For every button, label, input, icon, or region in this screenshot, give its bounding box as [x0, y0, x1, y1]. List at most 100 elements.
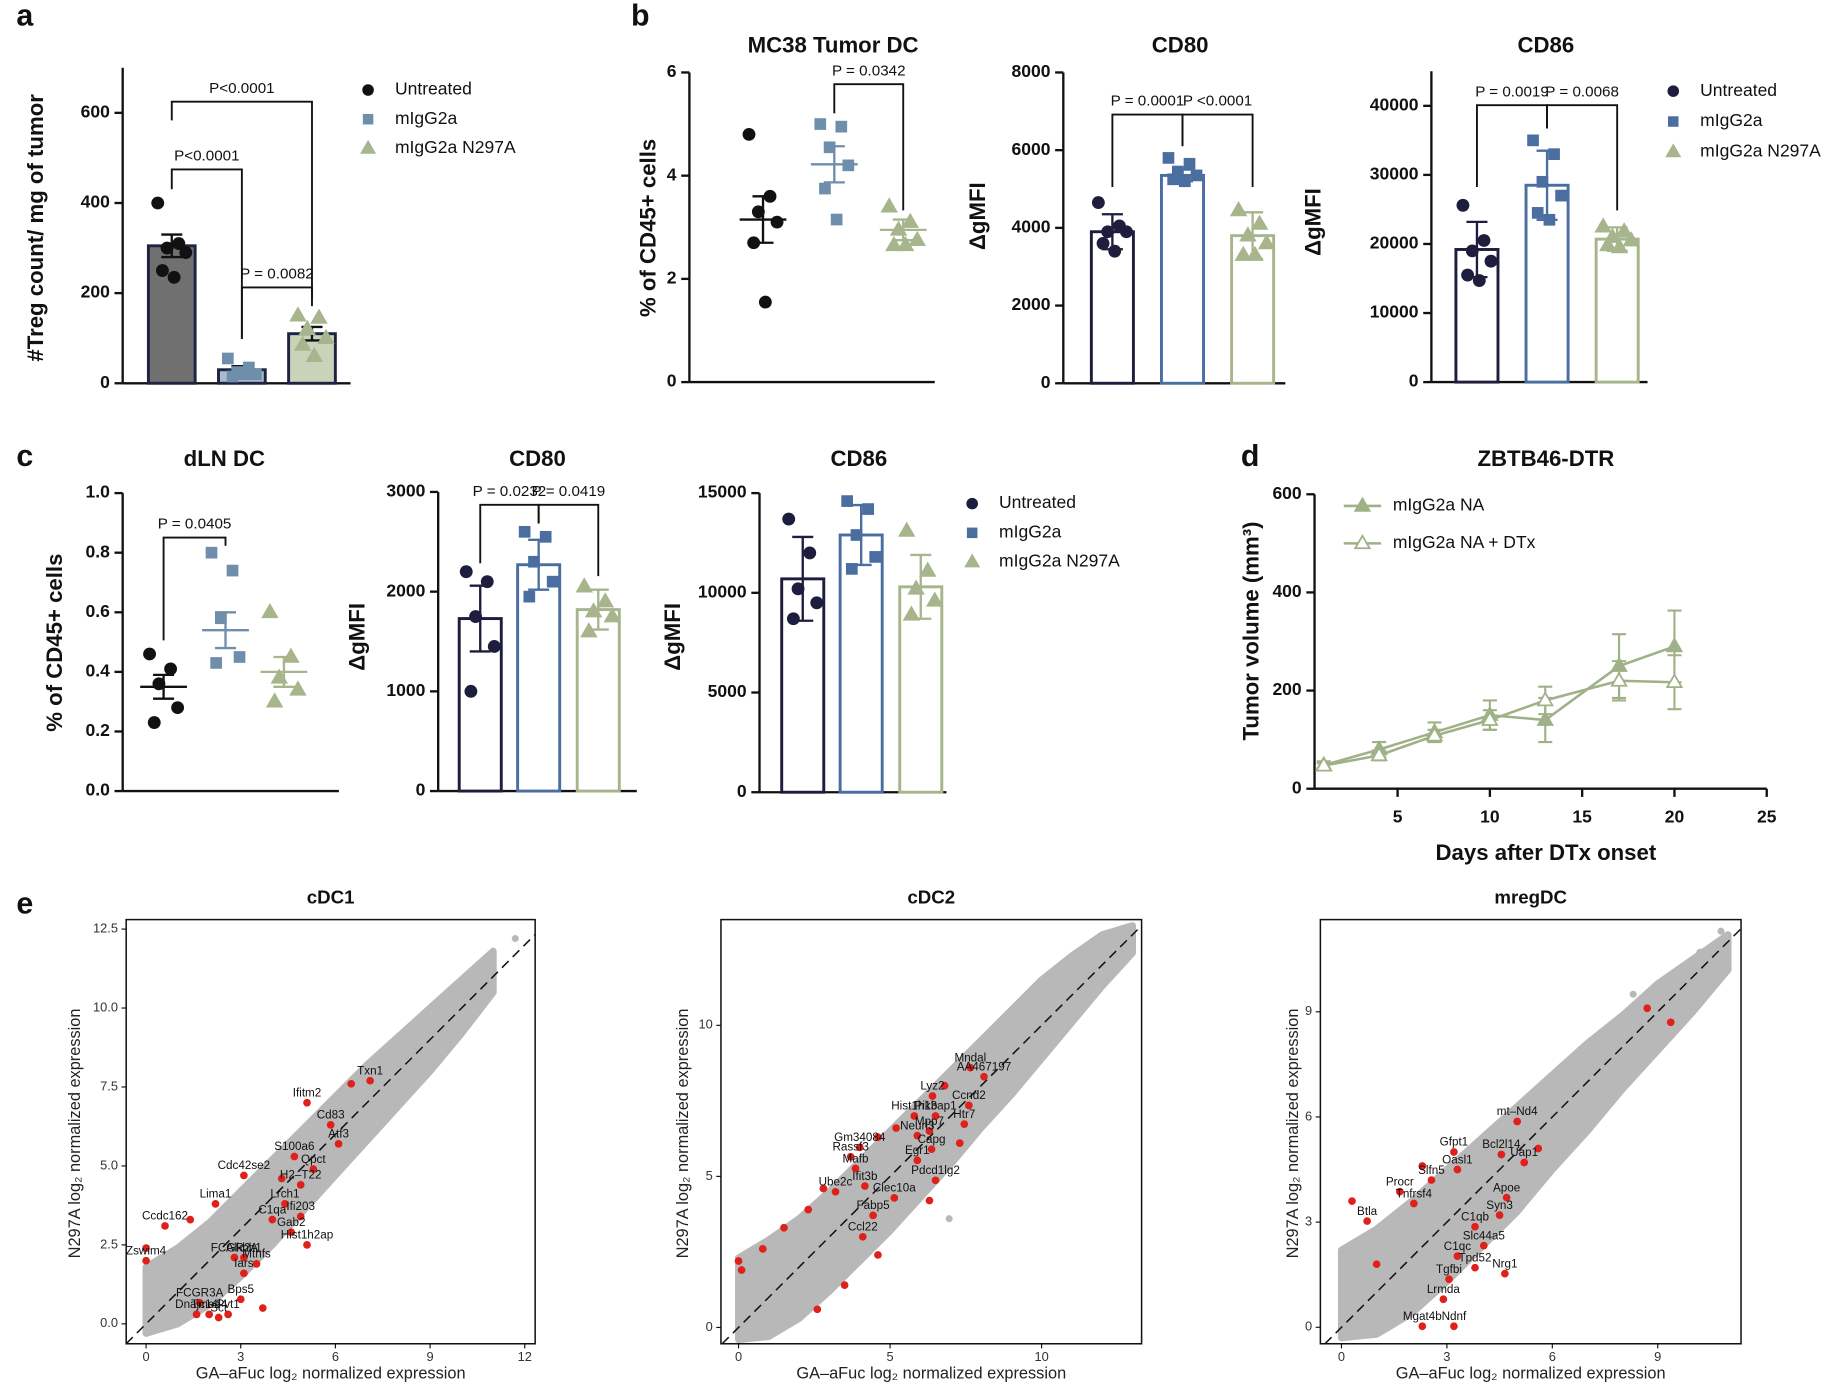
- data-point: [919, 561, 937, 577]
- data-point: [786, 612, 800, 626]
- plot-frame: [720, 918, 1143, 1345]
- gene-label: C1qa: [258, 1203, 286, 1216]
- chart-title: CD86: [1518, 33, 1575, 58]
- bar: [146, 244, 197, 385]
- y-tick-label: 5.0: [100, 1157, 118, 1172]
- data-point: [810, 596, 824, 610]
- data-point: [1461, 268, 1475, 282]
- gene-label: H2–T22: [280, 1169, 322, 1182]
- data-point: [814, 118, 827, 130]
- gene-point-highlight: [1534, 1144, 1543, 1153]
- gene-label: AA467197: [957, 1060, 1012, 1073]
- data-point: [518, 525, 531, 538]
- data-point: [172, 237, 186, 250]
- gene-point-highlight: [980, 1072, 988, 1081]
- data-point: [167, 270, 181, 284]
- x-tick-label: 0: [735, 1349, 742, 1364]
- gene-point-highlight: [846, 1152, 855, 1161]
- p-value: P = 0.0232: [473, 483, 547, 500]
- gene-point-highlight: [1348, 1197, 1356, 1205]
- gene-point-highlight: [1439, 1295, 1448, 1304]
- legend-marker: [966, 527, 978, 539]
- data-point: [282, 647, 300, 663]
- data-point: [782, 512, 796, 526]
- data-point: [758, 295, 772, 309]
- legend-label: mIgG2a: [1700, 110, 1763, 130]
- gene-point-highlight: [890, 1193, 899, 1202]
- data-point: [850, 529, 863, 541]
- gene-point-highlight: [851, 1164, 860, 1173]
- data-point: [222, 352, 234, 365]
- gene-label: Capg: [918, 1133, 946, 1146]
- gene-point-highlight: [928, 1092, 937, 1100]
- y-axis-label: #Treg count/ mg of tumor: [23, 94, 48, 362]
- gene-label: Tnfrsf4: [1396, 1187, 1433, 1200]
- gene-point-highlight: [296, 1212, 305, 1221]
- x-axis-label: Days after DTx onset: [1436, 840, 1657, 865]
- gene-point-highlight: [758, 1245, 767, 1253]
- data-point: [164, 662, 178, 676]
- data-point: [1246, 245, 1264, 261]
- identity-line: [721, 925, 1143, 1345]
- gene-label: Nrg1: [1492, 1257, 1517, 1270]
- gene-label: Rassf3: [832, 1140, 868, 1153]
- x-tick-label: 6: [332, 1349, 339, 1364]
- gene-point-highlight: [186, 1215, 195, 1224]
- chart-title: cDC1: [307, 887, 355, 908]
- gene-label: Ccdc162: [142, 1210, 188, 1223]
- gene-point-highlight: [303, 1241, 311, 1249]
- data-point: [310, 308, 328, 324]
- bar: [575, 608, 621, 793]
- data-point: [143, 647, 156, 661]
- chart-title: CD86: [830, 446, 887, 471]
- gene-point-highlight: [780, 1223, 788, 1232]
- data-point: [464, 684, 478, 698]
- data-point: [1234, 245, 1252, 261]
- y-tick-label: 0: [706, 1319, 713, 1334]
- legend-label: mIgG2a N297A: [395, 137, 516, 157]
- data-point: [1167, 173, 1179, 186]
- y-tick-label: 2000: [386, 580, 425, 600]
- panel-label: e: [16, 887, 33, 921]
- y-tick-label: 400: [1272, 581, 1301, 601]
- significance-bracket: [537, 503, 600, 577]
- gene-point-highlight: [309, 1165, 318, 1173]
- y-axis-label: ΔgMFI: [345, 603, 370, 671]
- y-tick-label: 0: [1409, 371, 1419, 391]
- gene-point-highlight: [240, 1269, 248, 1278]
- data-point: [1091, 196, 1105, 210]
- gene-label: Atf3: [328, 1128, 349, 1141]
- chart-title: ZBTB46-DTR: [1477, 446, 1614, 471]
- gene-point-highlight: [910, 1112, 919, 1120]
- gene-label: Iars: [234, 1257, 254, 1270]
- data-point: [1096, 236, 1110, 250]
- gene-point-highlight: [855, 1143, 864, 1152]
- data-point: [1536, 691, 1554, 707]
- data-point: [1543, 213, 1556, 226]
- data-point: [1101, 225, 1115, 239]
- y-axis-label: Tumor volume (mm³): [1238, 521, 1263, 740]
- gene-label: Lrmda: [1427, 1283, 1461, 1296]
- legend-label: Untreated: [999, 492, 1076, 512]
- p-value: P = 0.0019: [1475, 83, 1549, 100]
- data-point: [289, 306, 307, 322]
- data-point: [845, 563, 858, 575]
- data-point: [803, 546, 817, 560]
- gene-point-highlight: [290, 1152, 299, 1161]
- x-axis-label: GA–aFuc log₂ normalized expression: [796, 1364, 1066, 1382]
- gene-point-highlight: [1363, 1217, 1371, 1225]
- bar: [1160, 173, 1205, 385]
- gene-point-highlight: [1453, 1252, 1462, 1260]
- p-value: P<0.0001: [209, 80, 274, 97]
- data-point: [889, 220, 908, 236]
- data-point: [233, 651, 246, 663]
- data-point: [584, 602, 603, 618]
- gene-point-highlight: [334, 1139, 343, 1148]
- data-point: [155, 264, 169, 278]
- expression-cloud: [1337, 931, 1732, 1342]
- gene-label: mt–Nd4: [1497, 1105, 1538, 1118]
- gene-point-highlight: [192, 1310, 201, 1319]
- gene-point: [1629, 990, 1637, 998]
- data-point: [1484, 254, 1498, 268]
- gene-point-highlight: [931, 1112, 940, 1120]
